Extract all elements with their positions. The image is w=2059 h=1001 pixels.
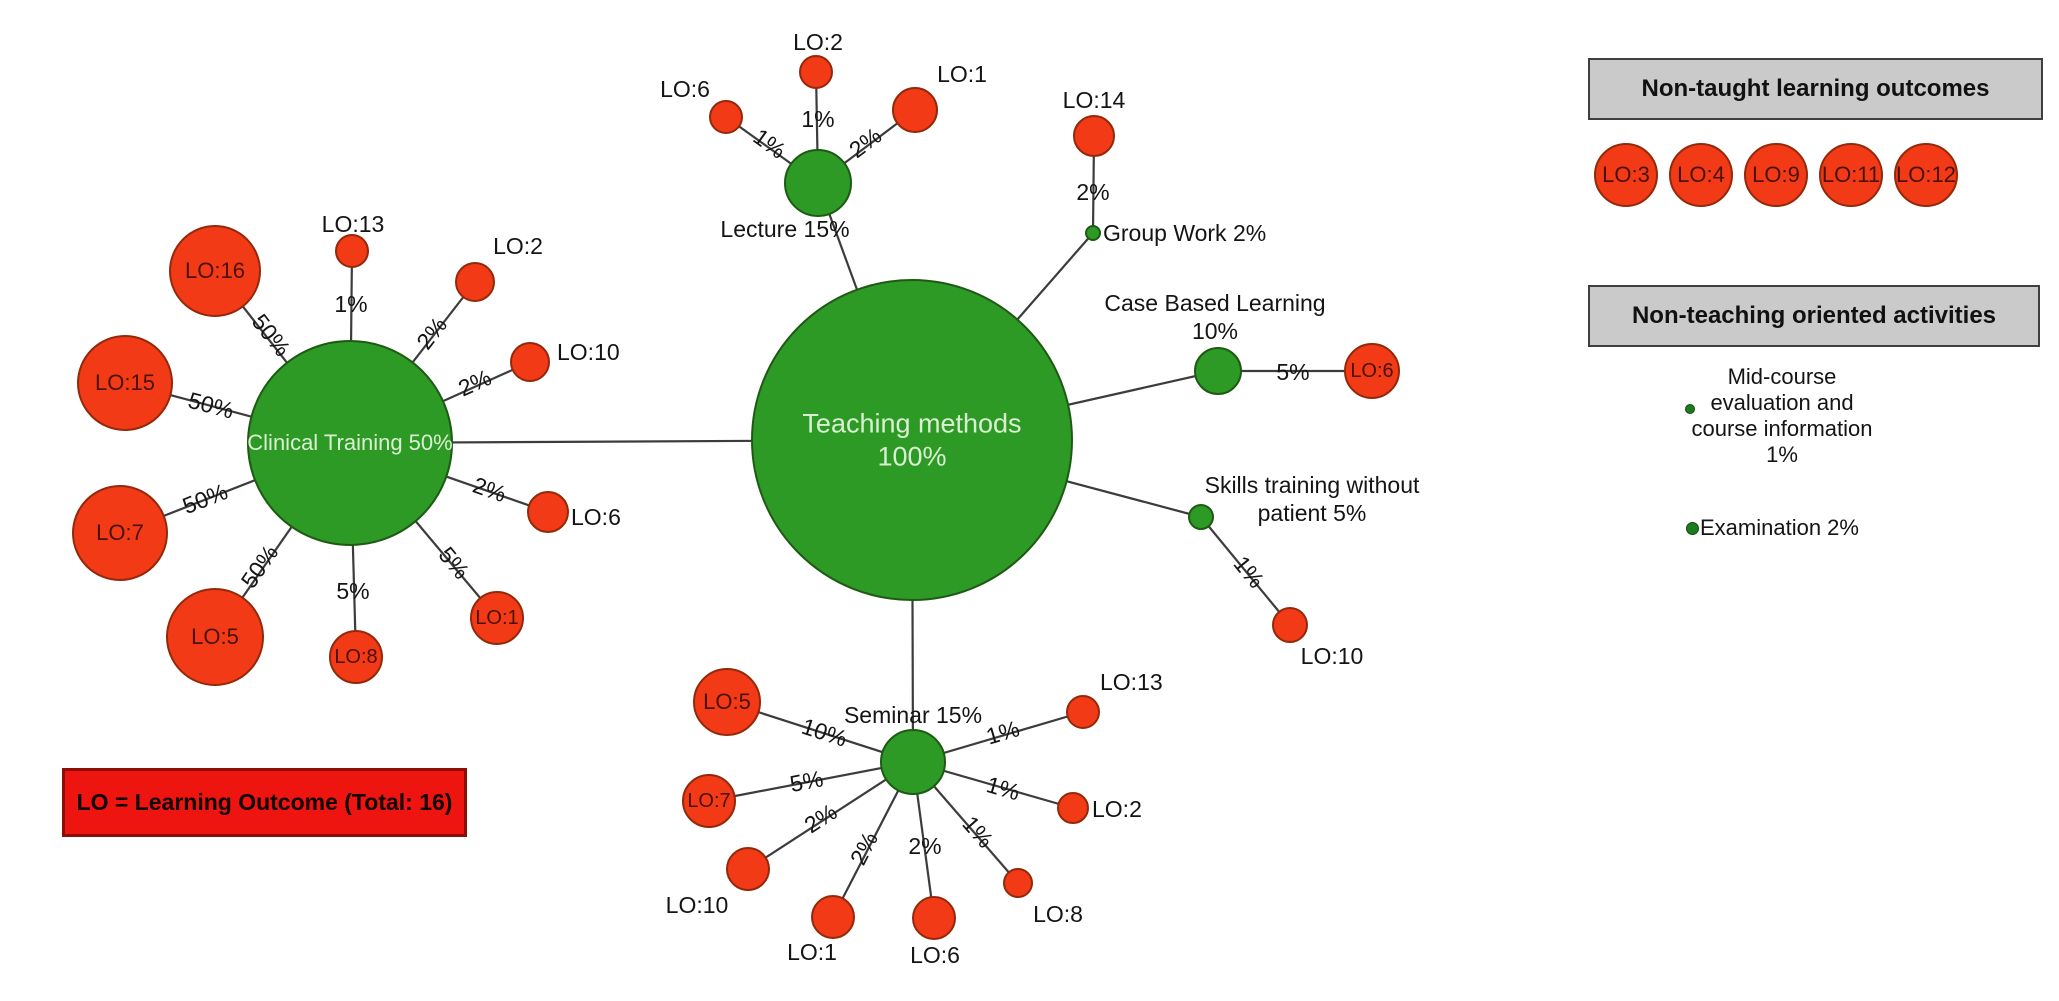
node-lecture: [784, 149, 852, 217]
node-label-c_lo16: LO:16: [185, 258, 245, 283]
node-cb_lo6: [1344, 343, 1400, 399]
node-c_lo8: [329, 630, 383, 684]
non-taught-lo-circle: LO:12: [1894, 143, 1958, 207]
edge-label-lecture-l_lo2: 1%: [801, 106, 834, 132]
midcourse-evaluation-label: Mid-course evaluation and course informa…: [1691, 364, 1873, 467]
node-se_lo8: [1003, 868, 1033, 898]
node-label-se_lo2: LO:2: [1092, 796, 1142, 822]
node-label-groupwork: Group Work 2%: [1103, 220, 1266, 246]
node-label-c_lo6: LO:6: [571, 504, 621, 530]
edge-label-groupwork-g_lo14: 2%: [1076, 179, 1109, 205]
node-label-teaching: Teaching methods 100%: [802, 409, 1021, 472]
node-c_lo16: [169, 225, 261, 317]
node-label-cbl: Case Based Learning 10%: [1104, 290, 1325, 344]
non-taught-lo-circle: LO:11: [1819, 143, 1883, 207]
edge-label-clinical-c_lo13: 1%: [334, 291, 367, 317]
node-label-se_lo5: LO:5: [703, 689, 751, 714]
node-c_lo2: [455, 262, 495, 302]
non-taught-lo-circle: LO:4: [1669, 143, 1733, 207]
node-label-g_lo14: LO:14: [1063, 87, 1126, 113]
node-label-c_lo5: LO:5: [191, 624, 239, 649]
non-taught-lo-circle: LO:9: [1744, 143, 1808, 207]
edge-label-clinical-c_lo10: 2%: [454, 364, 495, 401]
node-groupwork: [1085, 225, 1101, 241]
node-skills: [1188, 504, 1214, 530]
node-label-clinical: Clinical Training 50%: [247, 430, 452, 455]
non-taught-lo-circle: LO:3: [1594, 143, 1658, 207]
non-taught-outcomes-header: Non-taught learning outcomes: [1588, 58, 2043, 120]
node-label-seminar: Seminar 15%: [844, 702, 982, 728]
node-label-c_lo13: LO:13: [322, 211, 385, 237]
node-c_lo10: [510, 342, 550, 382]
edge-label-seminar-se_lo7: 5%: [788, 765, 826, 797]
node-l_lo2: [799, 55, 833, 89]
edge-label-clinical-c_lo16: 50%: [247, 309, 296, 361]
edge-label-clinical-c_lo15: 50%: [185, 387, 236, 424]
node-se_lo7: [682, 774, 736, 828]
node-label-l_lo6: LO:6: [660, 76, 710, 102]
node-label-l_lo2: LO:2: [793, 29, 843, 55]
edge-label-clinical-c_lo8: 5%: [336, 578, 369, 604]
examination-label: Examination 2%: [1700, 515, 1859, 540]
node-label-se_lo13: LO:13: [1100, 669, 1163, 695]
node-label-s_lo10: LO:10: [1301, 643, 1364, 669]
node-c_lo7: [72, 485, 168, 581]
node-se_lo6: [912, 896, 956, 940]
edge-seminar-se_lo7: [708, 760, 914, 803]
edge-label-seminar-se_lo2: 1%: [984, 771, 1023, 805]
node-cbl: [1194, 347, 1242, 395]
node-c_lo5: [166, 588, 264, 686]
edge-label-seminar-se_lo5: 10%: [799, 713, 851, 752]
node-se_lo2: [1057, 792, 1089, 824]
node-clinical: [247, 340, 453, 546]
node-label-c_lo10: LO:10: [557, 339, 620, 365]
node-label-skills: Skills training without patient 5%: [1205, 472, 1420, 526]
node-c_lo1: [470, 591, 524, 645]
node-label-lecture: Lecture 15%: [720, 216, 849, 242]
node-s_lo10: [1272, 607, 1308, 643]
node-label-c_lo7: LO:7: [96, 520, 144, 545]
midcourse-bullet-dot: [1685, 404, 1695, 414]
non-teaching-activities-header: Non-teaching oriented activities: [1588, 285, 2040, 347]
examination-bullet-dot: [1686, 521, 1699, 535]
node-l_lo1: [892, 87, 938, 133]
edge-skills-s_lo10: [1200, 516, 1291, 626]
node-l_lo6: [709, 100, 743, 134]
edge-label-clinical-c_lo6: 2%: [470, 472, 510, 507]
examination-item: Examination 2%: [1686, 515, 1859, 541]
edge-label-cbl-cb_lo6: 5%: [1276, 359, 1309, 385]
node-label-se_lo1: LO:1: [787, 939, 837, 965]
node-label-c_lo8: LO:8: [334, 646, 377, 668]
edge-label-lecture-l_lo1: 2%: [844, 122, 886, 163]
node-label-se_lo8: LO:8: [1033, 901, 1083, 927]
node-seminar: [880, 729, 946, 795]
node-label-l_lo1: LO:1: [937, 61, 987, 87]
edge-label-seminar-se_lo6: 2%: [908, 833, 941, 859]
node-teaching: [751, 279, 1073, 601]
non-taught-outcomes-row: LO:3 LO:4 LO:9 LO:11 LO:12: [1594, 143, 1958, 207]
node-label-se_lo7: LO:7: [687, 790, 730, 812]
node-se_lo10: [726, 847, 770, 891]
edge-label-seminar-se_lo8: 1%: [957, 811, 998, 853]
node-label-c_lo1: LO:1: [475, 607, 518, 629]
edge-label-clinical-c_lo7: 50%: [179, 478, 231, 519]
node-se_lo13: [1066, 695, 1100, 729]
node-label-c_lo15: LO:15: [95, 370, 155, 395]
node-c_lo15: [77, 335, 173, 431]
node-label-se_lo10: LO:10: [666, 892, 729, 918]
edge-label-seminar-se_lo1: 2%: [845, 828, 883, 869]
edge-label-seminar-se_lo13: 1%: [983, 715, 1022, 749]
node-se_lo1: [811, 895, 855, 939]
node-c_lo13: [335, 234, 369, 268]
node-label-cb_lo6: LO:6: [1350, 360, 1393, 382]
lo-definition-note: LO = Learning Outcome (Total: 16): [62, 768, 467, 837]
node-g_lo14: [1073, 115, 1115, 157]
node-c_lo6: [527, 491, 569, 533]
node-se_lo5: [693, 668, 761, 736]
node-label-se_lo6: LO:6: [910, 942, 960, 968]
node-label-c_lo2: LO:2: [493, 233, 543, 259]
